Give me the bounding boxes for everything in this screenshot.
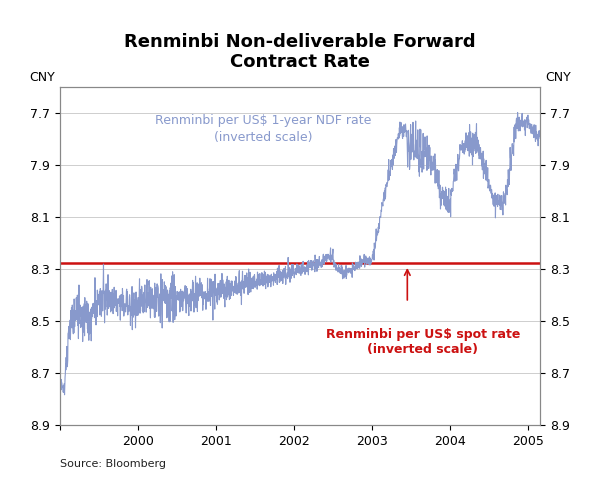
Text: Renminbi per US$ spot rate: Renminbi per US$ spot rate — [326, 327, 520, 341]
Text: CNY: CNY — [29, 71, 55, 84]
Text: Source: Bloomberg: Source: Bloomberg — [60, 459, 166, 469]
Title: Renminbi Non-deliverable Forward
Contract Rate: Renminbi Non-deliverable Forward Contrac… — [124, 33, 476, 71]
Text: CNY: CNY — [545, 71, 571, 84]
Text: Renminbi per US$ 1-year NDF rate
(inverted scale): Renminbi per US$ 1-year NDF rate (invert… — [155, 114, 371, 143]
Text: (inverted scale): (inverted scale) — [367, 343, 478, 356]
